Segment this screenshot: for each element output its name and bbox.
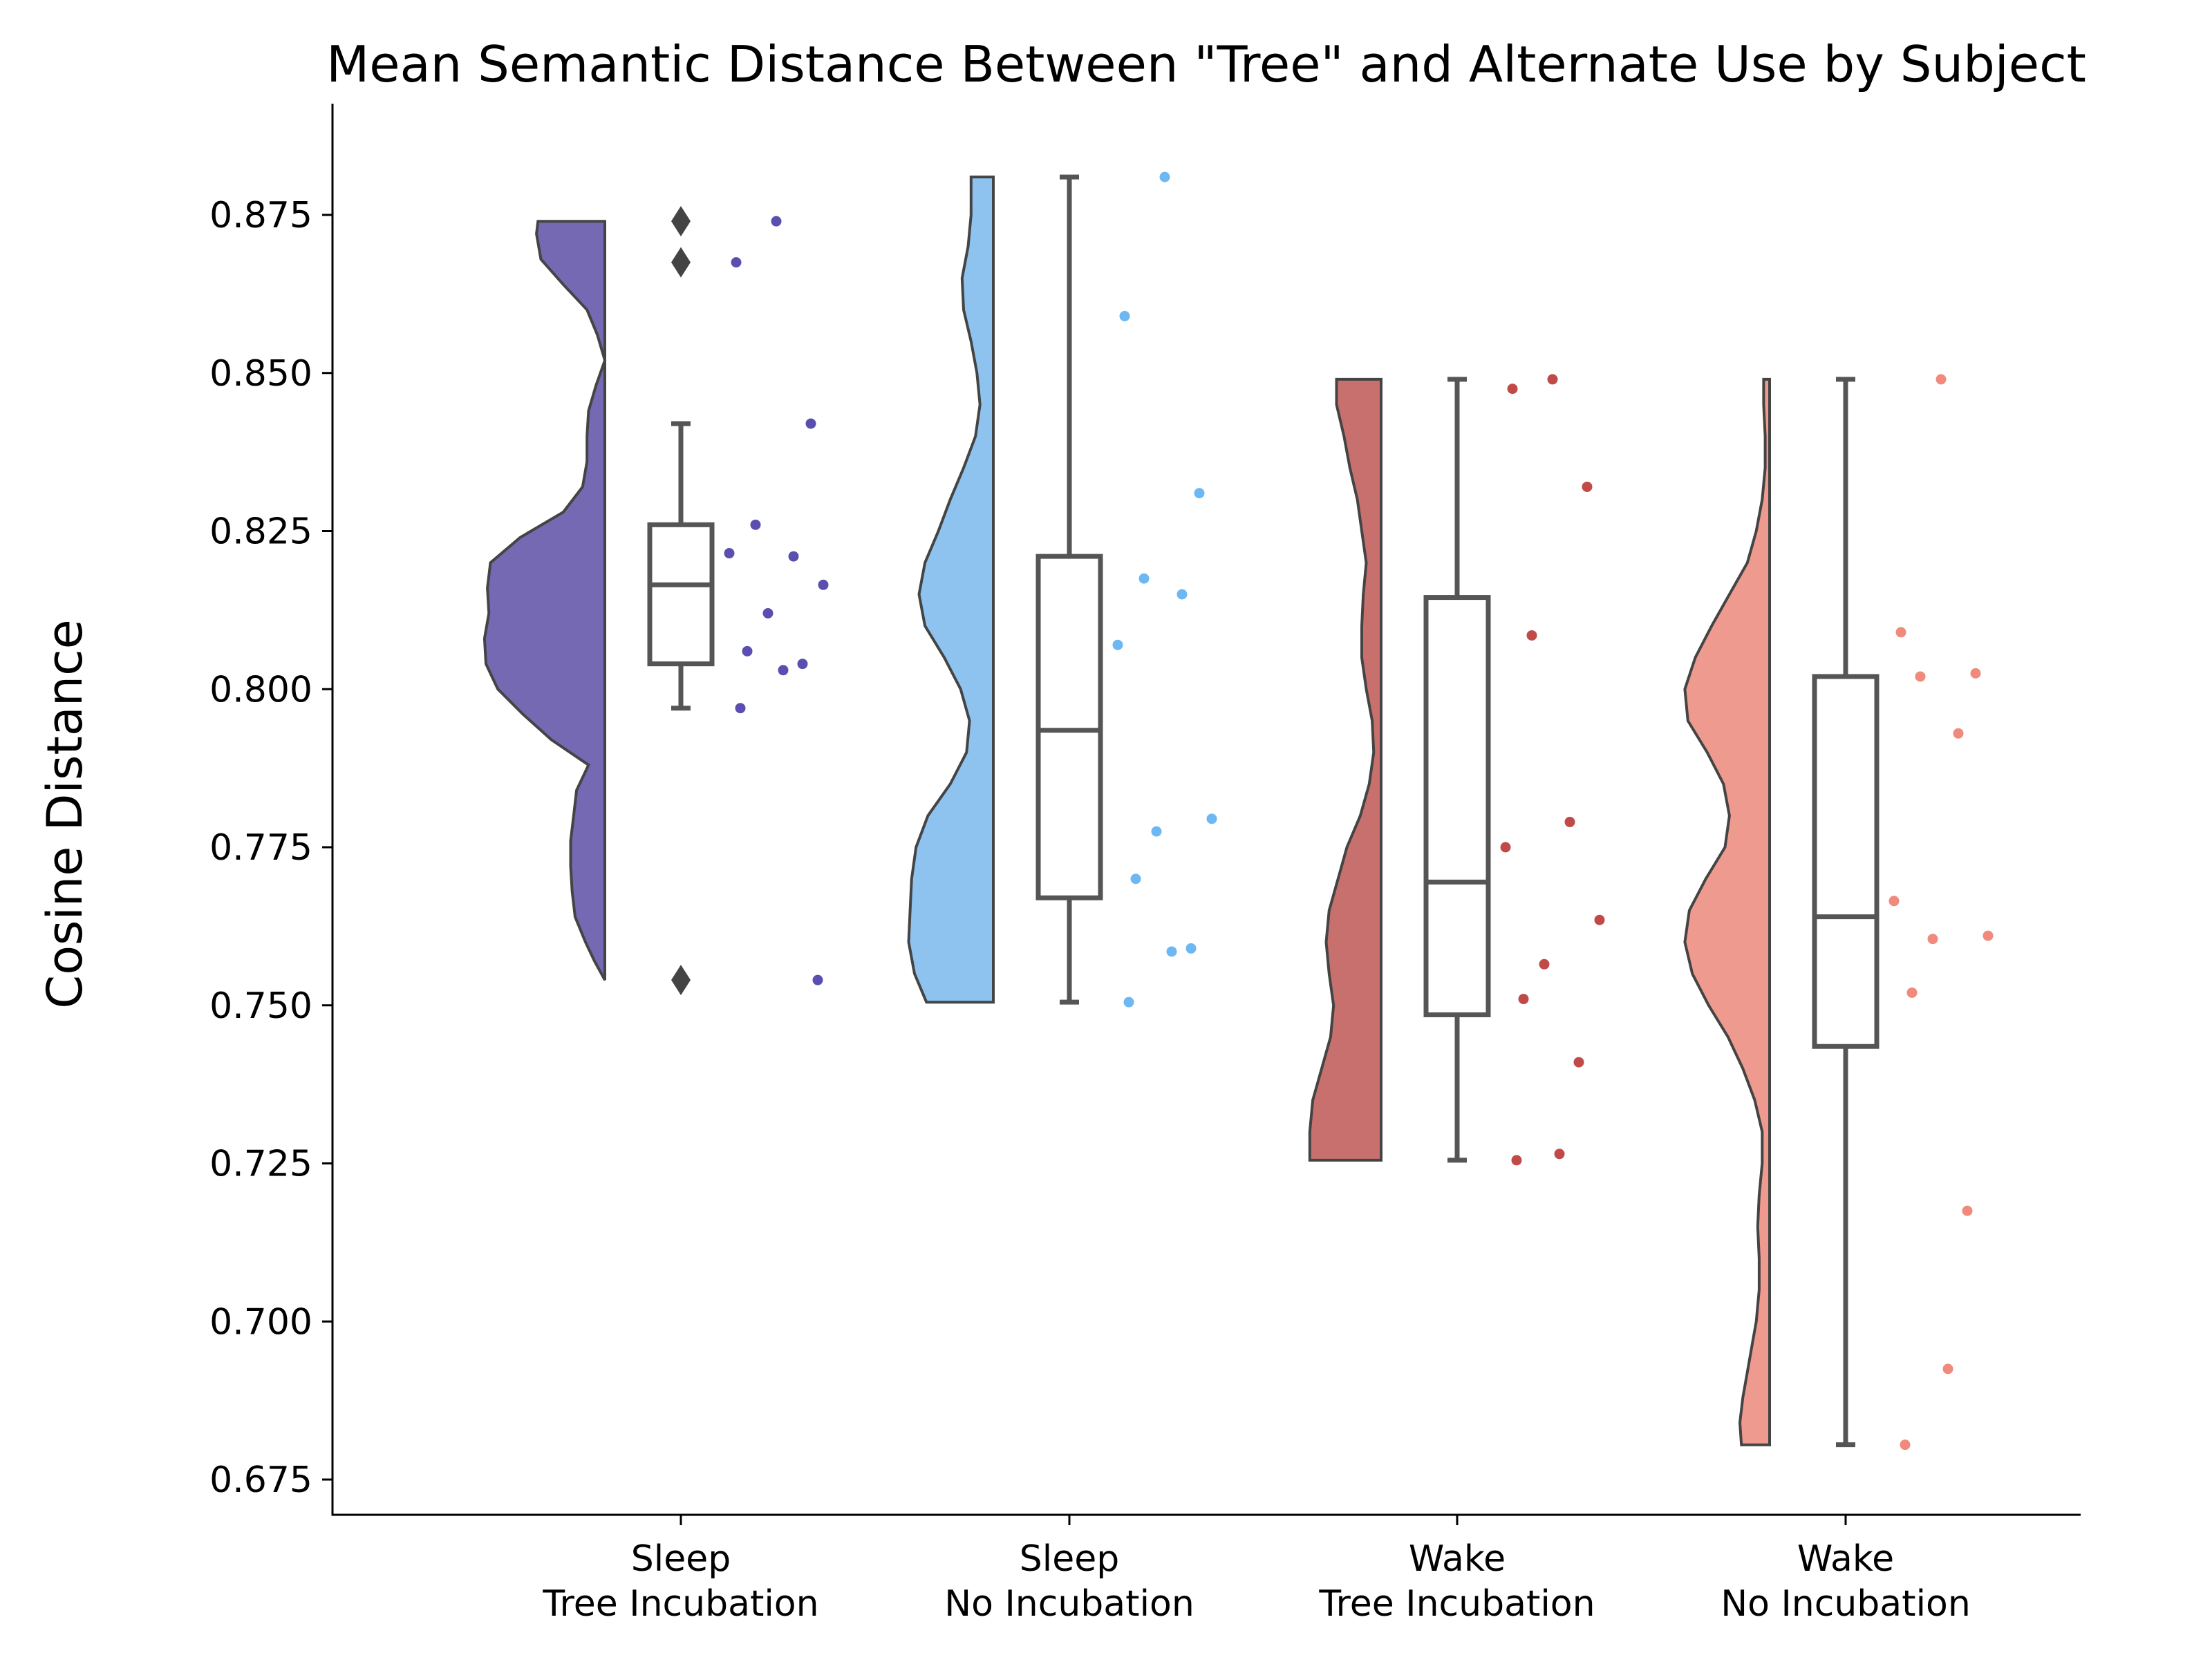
data-point (1151, 826, 1162, 837)
outlier-marker (671, 206, 691, 237)
group-1 (907, 171, 1217, 1008)
data-point (797, 659, 808, 670)
y-axis-ticks: 0.675 0.700 0.725 0.750 0.775 0.800 0.825 0.850… (209, 195, 332, 1501)
data-point (724, 548, 735, 559)
data-point (805, 418, 816, 429)
data-point (1119, 310, 1130, 321)
data-point (1927, 934, 1938, 945)
x-tick-label-line1: Sleep (1020, 1538, 1119, 1580)
violin-half (482, 220, 607, 981)
data-point (1953, 728, 1964, 739)
data-point (1112, 639, 1123, 650)
y-tick-label: 0.675 (209, 1460, 312, 1501)
box-iqr (1035, 554, 1103, 900)
data-point (1936, 374, 1947, 385)
data-point (1942, 1363, 1953, 1375)
data-point (1177, 589, 1188, 600)
y-tick-label: 0.775 (209, 827, 312, 869)
outlier-marker (671, 965, 691, 996)
data-point (1206, 813, 1217, 824)
group-3 (1683, 374, 1994, 1451)
data-point (731, 257, 742, 268)
data-point (1547, 374, 1558, 385)
data-point (1500, 842, 1511, 853)
data-point (1511, 1155, 1522, 1166)
data-point (1962, 1205, 1973, 1216)
data-point (1573, 1057, 1584, 1068)
data-point (1159, 171, 1170, 182)
data-point (1518, 994, 1529, 1005)
data-point (1185, 943, 1197, 954)
box-iqr (1812, 674, 1880, 1049)
data-point (788, 551, 799, 562)
data-point (750, 519, 761, 530)
data-point (1166, 946, 1177, 957)
group-2 (1308, 374, 1605, 1166)
data-point (1564, 816, 1575, 827)
data-point (1582, 481, 1593, 492)
data-point (1888, 896, 1900, 907)
y-tick-label: 0.700 (209, 1301, 312, 1343)
data-point (735, 703, 746, 714)
data-point (1123, 997, 1134, 1008)
data-point (1900, 1439, 1911, 1451)
plot-area (482, 171, 1994, 1451)
violin-half (1308, 377, 1382, 1162)
y-tick-label: 0.850 (209, 353, 312, 395)
violin-half (1683, 377, 1771, 1446)
y-tick-label: 0.800 (209, 669, 312, 710)
chart-title: Mean Semantic Distance Between "Tree" an… (326, 35, 2086, 93)
data-point (1554, 1149, 1565, 1160)
data-point (1130, 874, 1141, 885)
violin-half (907, 176, 995, 1004)
group-0 (482, 206, 829, 996)
data-point (1138, 573, 1150, 584)
y-tick-label: 0.750 (209, 985, 312, 1027)
data-point (1970, 668, 1981, 679)
data-point (778, 665, 789, 676)
x-tick-label-line1: Wake (1797, 1538, 1894, 1580)
x-tick-label-line2: No Incubation (1721, 1583, 1971, 1625)
data-point (1895, 627, 1906, 638)
data-point (1915, 671, 1926, 682)
data-point (1194, 488, 1205, 499)
outlier-marker (671, 247, 691, 278)
y-tick-label: 0.825 (209, 511, 312, 553)
box-iqr (647, 522, 715, 667)
x-tick-label-line2: Tree Incubation (542, 1583, 818, 1625)
y-axis-label: Cosine Distance (37, 619, 93, 1008)
data-point (1539, 959, 1550, 970)
data-point (812, 974, 823, 985)
data-point (1594, 914, 1605, 925)
data-point (818, 579, 829, 590)
data-point (1983, 930, 1994, 941)
y-tick-label: 0.875 (209, 195, 312, 236)
data-point (762, 607, 774, 618)
x-tick-label-line2: No Incubation (944, 1583, 1194, 1625)
data-point (1507, 384, 1518, 395)
box-iqr (1423, 595, 1491, 1017)
data-point (771, 216, 782, 227)
data-point (1906, 987, 1918, 998)
x-tick-label-line2: Tree Incubation (1318, 1583, 1595, 1625)
y-tick-label: 0.725 (209, 1144, 312, 1185)
data-point (742, 645, 753, 657)
x-tick-label-line1: Wake (1409, 1538, 1506, 1580)
x-tick-label-line1: Sleep (631, 1538, 731, 1580)
data-point (1526, 630, 1537, 641)
